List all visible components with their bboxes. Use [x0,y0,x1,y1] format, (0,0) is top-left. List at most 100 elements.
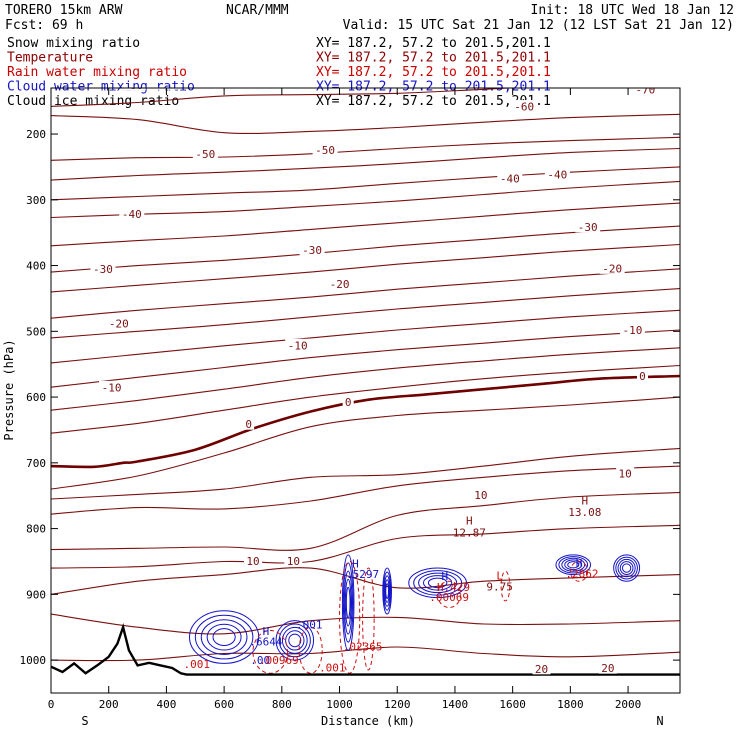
cloud-water-contour [288,633,302,648]
legend-xy: XY= 187.2, 57.2 to 201.5,201.1 [316,51,551,66]
x-tick-label: 600 [214,698,234,711]
extrema-label: .00969 [259,654,299,667]
y-axis-label: Pressure (hPa) [2,339,16,440]
north-label: N [656,714,663,728]
isotherm-label-bg [327,277,353,290]
cloud-water-contour [619,561,634,575]
cloud-water-contour [615,556,638,580]
isotherm-label-bg [575,220,601,233]
extrema-label: 12.87 [453,527,486,540]
extrema-label: 9.75 [486,580,513,593]
extrema-label: H [581,494,588,507]
isotherm-label: -60 [155,78,175,91]
isotherm-label-bg [192,147,218,160]
isotherm-label-bg [619,323,645,336]
south-label: S [81,714,88,728]
isotherm-line [51,465,680,515]
isotherm-label-bg [598,661,617,674]
legend-xy: XY= 187.2, 57.2 to 201.5,201.1 [316,94,551,109]
extrema-label: .5297 [346,568,379,581]
extrema-label: .2862 [565,567,598,580]
legend: Snow mixing ratio XY= 187.2, 57.2 to 201.… [7,36,551,109]
extrema-label: .00069 [429,591,469,604]
x-tick-label: 1600 [499,698,526,711]
isotherm-line [51,166,680,201]
isotherm-line [51,447,680,500]
cloud-water-contour [212,628,236,647]
isotherm-label: -20 [602,262,622,275]
extrema-label: 13.08 [568,506,601,519]
x-tick-label: 400 [156,698,176,711]
cloud-water-contour [188,610,260,664]
isotherm-label: -10 [622,324,642,337]
isotherm-line [51,136,680,161]
isotherm-label-bg [285,338,311,351]
x-tick-label: 2000 [615,698,642,711]
legend-label: Cloud ice mixing ratio [7,94,179,109]
x-tick-label: 1200 [384,698,411,711]
rain-water-contour [362,567,375,671]
isotherm-line [51,147,680,181]
isotherm-label-bg [284,554,303,567]
isotherm-label: -20 [330,278,350,291]
isotherm-line [51,364,680,434]
extrema-label: H [263,625,270,638]
isotherm-line [51,567,680,595]
isotherm-label: 10 [474,489,487,502]
extrema-label: .6644 [249,636,282,649]
isotherm-label-bg [497,171,523,184]
isotherm-label: 10 [619,468,632,481]
rain-water-contour [437,580,462,609]
x-tick-label: 800 [272,698,292,711]
isotherm-label-bg [616,467,635,480]
isotherm-label: 20 [601,662,614,675]
cloud-water-contour [383,575,391,607]
extrema-label: .001 [319,661,346,674]
valid-time: Valid: 15 UTC Sat 21 Jan 12 (12 LST Sat … [343,18,734,33]
cloud-water-contour [281,626,308,654]
isotherm-line [51,396,680,490]
plot-frame [50,87,681,694]
y-tick-label: 200 [26,128,46,141]
cloud-water-contour [194,614,254,660]
extrema-label: .001 [296,619,323,632]
isotherm-label-bg [342,395,354,408]
cloud-water-contour [558,556,589,574]
cloud-water-contour [621,563,632,573]
isotherm-label: -50 [315,144,335,157]
rain-water-contour [252,630,289,674]
isotherm-label: 0 [245,418,252,431]
org-name: NCAR/MMM [226,3,289,18]
isotherm-label-bg [152,88,178,90]
extrema-label: H [576,557,583,570]
isotherm-label-bg [471,488,490,501]
y-tick-label: 700 [26,457,46,470]
isotherm-label: -60 [123,79,143,92]
cloud-water-contour [567,561,580,569]
y-tick-label: 800 [26,523,46,536]
cloud-water-contour [278,623,311,658]
cloud-water-contour [383,571,392,611]
isotherm-line [51,88,518,107]
y-tick-label: 500 [26,325,46,338]
isotherm-label: 20 [535,663,548,676]
isotherm-label: -20 [109,318,129,331]
isotherm-line [51,268,680,319]
isotherm-label-bg [299,243,325,256]
legend-label: Temperature [7,51,93,66]
cloud-water-contour [206,623,242,651]
rain-water-contour [339,560,361,674]
isotherm-line [51,243,680,293]
y-tick-label: 1000 [20,654,47,667]
forecast-hour: Fcst: 69 h [5,18,83,33]
isotherm-label-bg [120,88,146,91]
cloud-water-contour [382,567,392,615]
isotherm-label-bg [119,207,145,220]
isotherm-line [51,613,680,635]
extrema-label: .001 [183,658,210,671]
isotherm-label: 10 [287,555,300,568]
isotherm-label: -60 [514,101,534,114]
y-tick-label: 900 [26,588,46,601]
x-axis-label: Distance (km) [321,714,415,728]
